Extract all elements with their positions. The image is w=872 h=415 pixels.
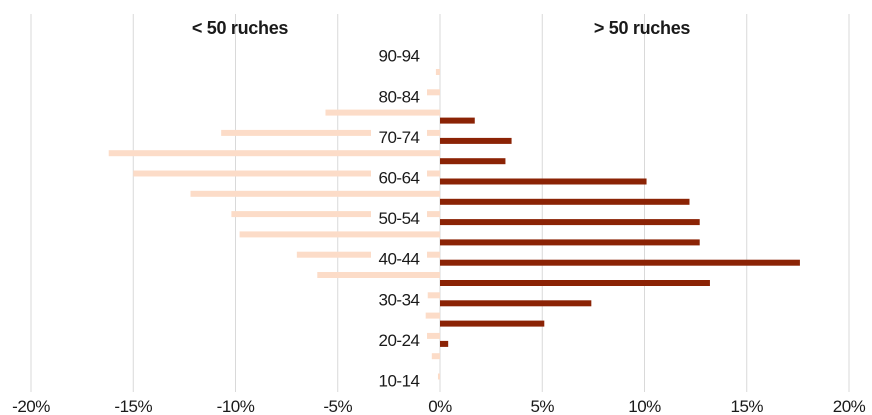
category-label-backdrop — [371, 289, 427, 310]
bar-left — [231, 211, 440, 218]
left-header: < 50 ruches — [192, 18, 289, 38]
bar-right — [440, 320, 545, 327]
category-label-backdrop — [371, 208, 427, 229]
bar-left — [437, 373, 440, 380]
bar-right — [440, 219, 700, 226]
bar-left — [108, 150, 441, 157]
right-header: > 50 ruches — [594, 18, 691, 38]
x-axis-tick-labels: -20% -15% -10% -5% 0% 5% 10% 15% 20% — [12, 397, 866, 415]
category-label-backdrop — [371, 45, 427, 66]
x-tick-label: 20% — [833, 397, 866, 415]
bar-left — [415, 332, 440, 339]
x-tick-label: -10% — [217, 397, 255, 415]
category-label: 90-94 — [379, 47, 420, 66]
bar-left — [296, 251, 440, 258]
bars — [108, 69, 800, 380]
bar-right — [440, 280, 710, 286]
bar-left — [325, 109, 440, 116]
category-label: 10-14 — [379, 372, 420, 391]
category-label-backdrop — [371, 329, 427, 350]
x-tick-label: -5% — [323, 397, 352, 415]
category-labels: 90-94 80-84 70-74 60-64 50-54 40-44 30-34 20-24… — [371, 45, 427, 391]
bar-left — [423, 89, 440, 96]
x-tick-label: -15% — [114, 397, 152, 415]
bar-left — [431, 353, 440, 360]
bar-right — [440, 117, 475, 124]
bar-right — [440, 137, 512, 144]
bar-right — [440, 198, 690, 205]
x-tick-label: -20% — [12, 397, 50, 415]
category-label-backdrop — [371, 167, 427, 188]
bar-right — [440, 340, 449, 347]
category-label-backdrop — [371, 370, 427, 391]
category-label: 60-64 — [379, 169, 420, 188]
category-label: 70-74 — [379, 128, 420, 147]
category-label-backdrop — [371, 248, 427, 269]
bar-right — [440, 158, 506, 165]
x-tick-label: 0% — [428, 397, 452, 415]
bar-right — [440, 239, 700, 246]
bar-left — [221, 129, 440, 136]
category-label-backdrop — [371, 126, 427, 147]
bar-left — [190, 190, 440, 197]
bar-right — [440, 178, 647, 185]
x-tick-label: 10% — [628, 397, 661, 415]
category-label: 50-54 — [379, 209, 420, 228]
bar-left — [425, 312, 440, 319]
category-label: 40-44 — [379, 250, 420, 269]
x-tick-label: 5% — [530, 397, 554, 415]
bar-left — [133, 170, 440, 177]
bar-left — [427, 292, 440, 299]
bar-left — [239, 231, 440, 238]
category-label: 30-34 — [379, 290, 420, 309]
bar-left — [435, 69, 440, 75]
bar-left — [317, 272, 440, 278]
x-tick-label: 15% — [730, 397, 763, 415]
category-label: 80-84 — [379, 87, 420, 106]
bar-right — [440, 259, 800, 266]
category-label-backdrop — [371, 86, 427, 107]
bar-right — [440, 300, 592, 307]
category-label: 20-24 — [379, 331, 420, 350]
